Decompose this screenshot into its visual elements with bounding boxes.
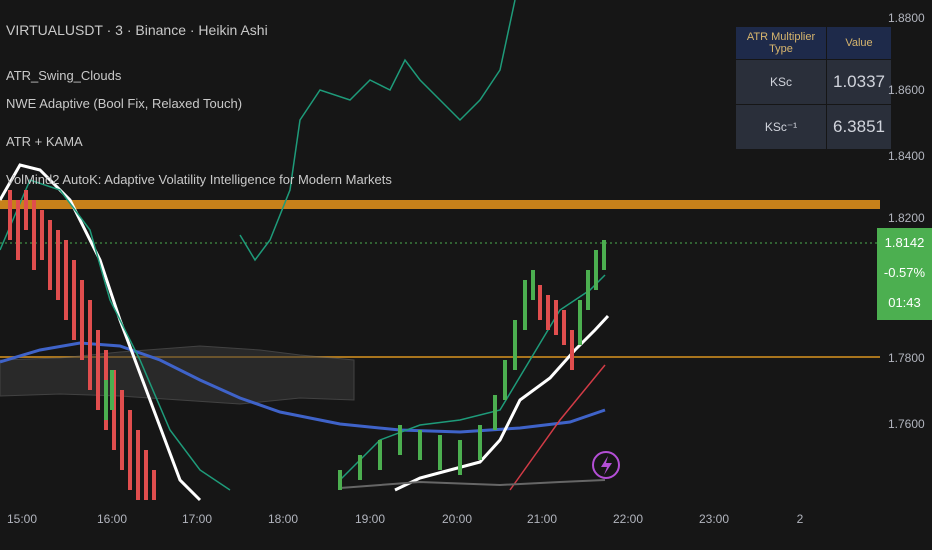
time-tick: 19:00 — [354, 512, 386, 526]
table-header: ATR Multiplier Type — [735, 26, 827, 60]
price-tick: 1.8200 — [888, 211, 925, 225]
indicator-label[interactable]: VolMind2 AutoK: Adaptive Volatility Inte… — [6, 172, 392, 187]
nwe-line — [0, 163, 610, 502]
bar-countdown: 01:43 — [888, 295, 921, 310]
time-tick: 15:00 — [6, 512, 38, 526]
price-tick: 1.8400 — [888, 149, 925, 163]
time-tick: 21:00 — [526, 512, 558, 526]
lower-band — [339, 479, 606, 489]
time-tick: 20:00 — [441, 512, 473, 526]
alert-icon[interactable] — [592, 451, 620, 479]
table-cell: 1.0337 — [826, 59, 892, 105]
indicator-label[interactable]: ATR_Swing_Clouds — [6, 68, 122, 83]
time-tick: 16:00 — [96, 512, 128, 526]
time-tick: 22:00 — [612, 512, 644, 526]
price-tick: 1.7800 — [888, 351, 925, 365]
indicator-label[interactable]: NWE Adaptive (Bool Fix, Relaxed Touch) — [6, 96, 243, 111]
atr-line — [509, 364, 606, 491]
bullish-candles — [104, 240, 606, 490]
price-tick: 1.7600 — [888, 417, 925, 431]
price-label: 1.8142 -0.57% 01:43 — [877, 228, 932, 320]
volatility-cloud — [0, 345, 355, 405]
time-tick: 17:00 — [181, 512, 213, 526]
kama-line — [0, 341, 606, 434]
time-tick: 18:00 — [267, 512, 299, 526]
symbol-title: VIRTUALUSDT · 3 · Binance · Heikin Ashi — [6, 22, 268, 38]
indicator-label[interactable]: ATR + KAMA — [6, 134, 83, 149]
atr-band — [0, 0, 606, 491]
table-cell: KSc — [735, 59, 827, 105]
table-cell: KSc⁻¹ — [735, 104, 827, 150]
time-tick: 23:00 — [698, 512, 730, 526]
time-tick: 2 — [796, 512, 804, 526]
table-cell: 6.3851 — [826, 104, 892, 150]
last-price: 1.8142 — [884, 235, 925, 250]
atr-table: ATR Multiplier Type Value KSc 1.0337 KSc⁻¹… — [735, 26, 892, 150]
price-change: -0.57% — [883, 265, 926, 280]
price-tick: 1.8600 — [888, 83, 925, 97]
table-header: Value — [826, 26, 892, 60]
price-tick: 1.8800 — [888, 11, 925, 25]
resistance-band — [0, 200, 880, 209]
alert-bolt — [601, 456, 612, 475]
